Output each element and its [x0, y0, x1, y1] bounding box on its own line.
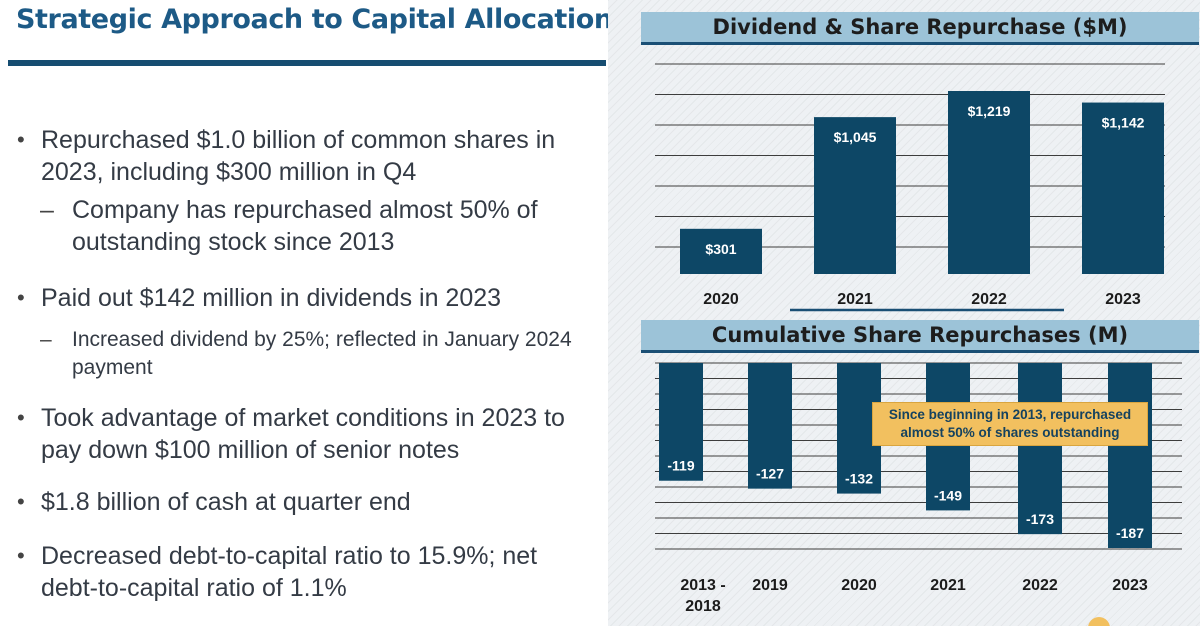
- cumulative-chart: -119 2013 -2018 -127 2019 -132 2020 -149 2021 -1…: [655, 362, 1182, 615]
- bullet-item: Paid out $142 million in dividends in 20…: [16, 282, 596, 314]
- bullet-item: Took advantage of market conditions in 2…: [16, 402, 596, 466]
- tick-label: 2013 -2018: [680, 577, 725, 615]
- chart-title-cumulative: Cumulative Share Repurchases (M): [711, 323, 1129, 347]
- chart-annotation: Since beginning in 2013, repurchased alm…: [872, 402, 1148, 446]
- data-label: -132: [845, 471, 873, 487]
- data-label: -173: [1026, 511, 1054, 527]
- bar: [1108, 363, 1152, 548]
- sub-bullet-item: Increased dividend by 25%; reflected in …: [16, 326, 596, 382]
- tick-label: 2019: [752, 577, 788, 594]
- bar: [748, 363, 792, 489]
- tick-label: 2021: [837, 291, 873, 308]
- dividend-chart: $301 2020 $1,045 2021 $1,219 2022 $1,142 2023: [655, 63, 1165, 312]
- data-label: -119: [667, 458, 694, 474]
- bullet-item: Repurchased $1.0 billion of common share…: [16, 124, 596, 188]
- bar: [659, 363, 703, 481]
- bar: [814, 117, 896, 274]
- chart-title-dividend: Dividend & Share Repurchase ($M): [712, 15, 1128, 39]
- tick-label: 2022: [971, 291, 1007, 308]
- bar: [948, 91, 1030, 274]
- bar: [1018, 363, 1062, 535]
- data-label: $1,219: [968, 103, 1011, 119]
- chart-title-band: [641, 320, 1199, 353]
- decorative-dot: [1088, 617, 1110, 626]
- bar: [680, 228, 762, 274]
- data-label: -127: [756, 466, 784, 482]
- bullet-item: Decreased debt-to-capital ratio to 15.9%…: [16, 540, 596, 604]
- tick-label: 2020: [841, 577, 877, 594]
- tick-label: 2020: [703, 291, 739, 308]
- slide-title: Strategic Approach to Capital Allocation: [16, 4, 613, 35]
- bullet-item: $1.8 billion of cash at quarter end: [16, 486, 596, 518]
- sub-bullet-item: Company has repurchased almost 50% of ou…: [16, 194, 596, 258]
- tick-label: 2023: [1112, 577, 1148, 594]
- data-label: -187: [1116, 525, 1144, 541]
- bullet-list: Repurchased $1.0 billion of common share…: [16, 124, 596, 604]
- data-label: $301: [705, 241, 736, 257]
- chart-title-band: [641, 12, 1199, 45]
- data-label: $1,142: [1102, 115, 1145, 131]
- tick-label: 2021: [930, 577, 966, 594]
- title-divider: [8, 60, 606, 66]
- bar: [1082, 102, 1164, 274]
- tick-label: 2023: [1105, 291, 1141, 308]
- data-label: $1,045: [834, 129, 877, 145]
- data-label: -149: [934, 487, 962, 503]
- tick-label: 2022: [1022, 577, 1058, 594]
